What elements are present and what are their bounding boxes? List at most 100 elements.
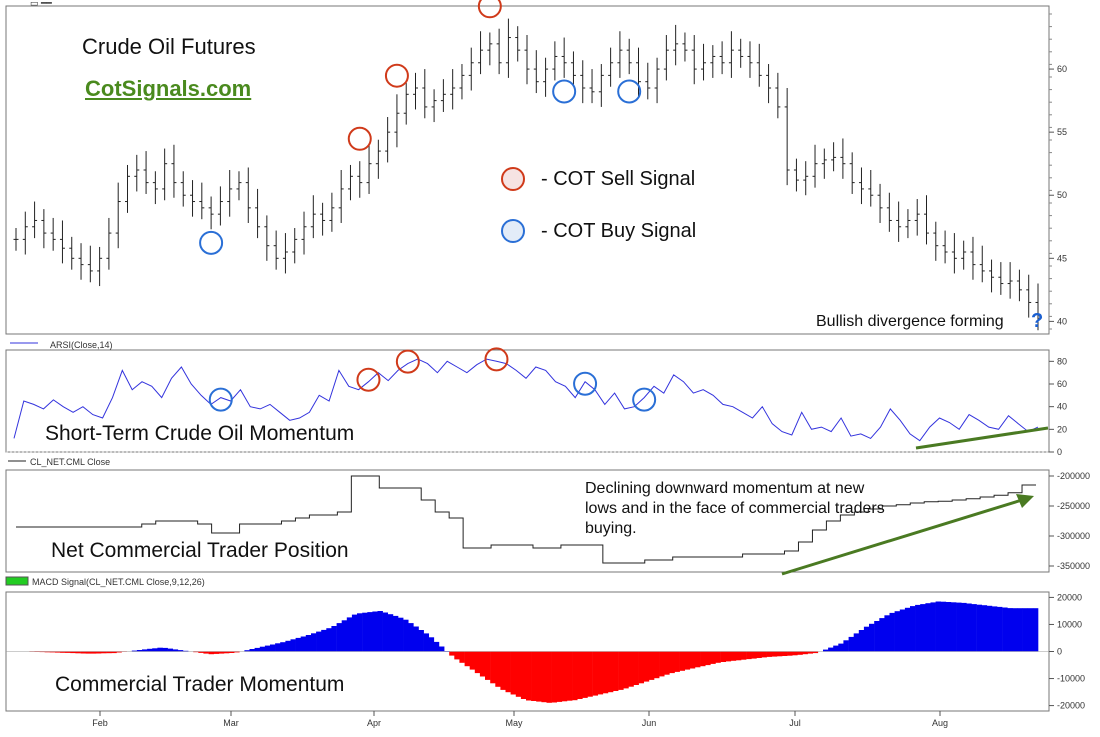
y-tick-label: -250000: [1057, 501, 1090, 511]
macd-bar: [561, 651, 568, 702]
macd-bar: [802, 651, 808, 655]
cot-buy-signal: [632, 387, 657, 412]
macd-bar: [976, 604, 983, 652]
macd-bar: [300, 636, 307, 652]
macd-bar: [44, 651, 51, 653]
panel-frame: [5, 349, 1050, 453]
y-tick-label: -200000: [1057, 471, 1090, 481]
cot-buy-signal: [199, 230, 224, 255]
y-tick-label: -10000: [1057, 674, 1085, 684]
macd-bar: [904, 607, 911, 652]
macd-bar: [316, 631, 322, 652]
net-position-panel-label: Net Commercial Trader Position: [51, 539, 349, 562]
y-tick-label: 40: [1057, 316, 1067, 326]
y-tick-label: 20000: [1057, 592, 1082, 602]
macd-bar: [408, 623, 414, 652]
macd-bar: [357, 613, 363, 652]
x-tick-label: May: [505, 718, 523, 728]
macd-bar: [602, 651, 609, 694]
cot-sell-signal: [395, 349, 420, 374]
macd-bar: [336, 623, 343, 652]
macd-bar: [367, 612, 373, 652]
macd-bar: [485, 651, 491, 680]
net-header: CL_NET.CML Close: [30, 457, 111, 467]
macd-bar: [945, 602, 952, 652]
macd-bar: [756, 651, 762, 658]
macd-bar: [39, 651, 46, 653]
macd-bar: [853, 633, 860, 652]
macd-bar: [858, 630, 865, 652]
y-tick-label: 60: [1057, 64, 1067, 74]
macd-bar: [1032, 608, 1039, 652]
macd-bar: [1007, 608, 1013, 652]
macd-bar: [720, 651, 727, 662]
macd-bar: [254, 647, 261, 652]
macd-header: MACD Signal(CL_NET.CML Close,9,12,26): [32, 577, 205, 587]
macd-bar: [183, 650, 189, 652]
macd-bar: [60, 651, 66, 653]
macd-bar: [106, 651, 112, 654]
momentum-panel-label: Short-Term Crude Oil Momentum: [45, 422, 355, 445]
macd-bar: [741, 651, 747, 660]
macd-bar: [526, 651, 532, 701]
macd-bar: [398, 617, 404, 652]
macd-bar: [894, 611, 901, 652]
macd-bar: [674, 651, 680, 672]
macd-bar: [812, 651, 819, 654]
macd-bar: [910, 606, 916, 652]
macd-bar: [648, 651, 655, 680]
x-tick-label: Mar: [223, 718, 239, 728]
macd-bar: [689, 651, 696, 669]
macd-bar: [331, 626, 337, 652]
macd-bar: [787, 651, 793, 656]
site-link[interactable]: CotSignals.com: [85, 76, 252, 101]
y-tick-label: 0: [1057, 447, 1062, 457]
macd-bar: [997, 606, 1003, 652]
rsi-header: ARSI(Close,14): [50, 340, 113, 350]
macd-bar: [628, 651, 634, 687]
macd-bar: [1012, 608, 1018, 652]
macd-bar: [152, 648, 158, 652]
macd-bar: [654, 651, 660, 679]
macd-bar: [510, 651, 517, 695]
macd-bar: [638, 651, 645, 684]
macd-bar: [65, 651, 71, 653]
macd-bar: [213, 651, 220, 654]
macd-bar: [807, 651, 814, 654]
macd-bar: [991, 606, 998, 652]
macd-bar: [157, 647, 163, 652]
macd-bar: [684, 651, 691, 670]
macd-bar: [823, 649, 829, 652]
y-tick-label: 60: [1057, 379, 1067, 389]
macd-bar: [372, 611, 378, 652]
macd-bar: [346, 617, 353, 652]
macd-bar: [582, 651, 588, 698]
y-tick-label: 40: [1057, 402, 1067, 412]
macd-bar: [131, 650, 138, 652]
macd-bar: [899, 609, 906, 652]
macd-bar: [848, 636, 855, 652]
macd-bar: [1017, 608, 1023, 652]
buying-trend-arrow: [781, 498, 1023, 576]
macd-bar: [203, 651, 209, 654]
macd-bar: [935, 601, 942, 652]
macd-bar: [577, 651, 583, 699]
y-tick-label: 10000: [1057, 619, 1082, 629]
macd-bar: [797, 651, 803, 655]
rsi-line: [13, 358, 1039, 442]
macd-bar: [244, 650, 250, 652]
macd-bar: [234, 651, 240, 653]
macd-bar: [249, 649, 255, 652]
macd-bar: [700, 651, 706, 667]
macd-bar: [940, 601, 947, 652]
macd-bar: [85, 651, 92, 654]
macd-bar: [633, 651, 639, 685]
macd-bar: [792, 651, 798, 656]
macd-bar: [597, 651, 604, 695]
macd-bar: [142, 649, 148, 652]
macd-bar: [520, 651, 527, 699]
macd-bar: [541, 651, 547, 703]
macd-bar: [986, 605, 993, 652]
macd-bar: [623, 651, 629, 689]
